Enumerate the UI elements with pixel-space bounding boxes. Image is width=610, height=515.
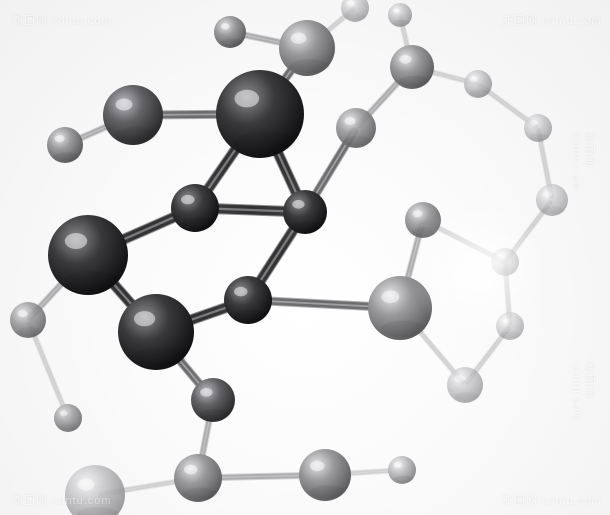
watermark-text: 新图网 ixintu.com bbox=[570, 132, 598, 192]
atom bbox=[214, 16, 246, 48]
watermark-text: 新图网 ixintu.com bbox=[570, 362, 598, 422]
atom bbox=[388, 3, 412, 27]
atom bbox=[48, 215, 128, 295]
atom bbox=[283, 190, 327, 234]
atom bbox=[536, 184, 568, 216]
atom bbox=[174, 454, 222, 502]
atom bbox=[299, 449, 351, 501]
atom bbox=[524, 114, 552, 142]
atom bbox=[336, 108, 376, 148]
atom bbox=[216, 70, 304, 158]
atom bbox=[224, 276, 272, 324]
atom bbox=[103, 85, 163, 145]
watermark-text: 新图网 ixintu.com bbox=[502, 492, 602, 508]
watermark-text: 新图网 ixintu.com bbox=[12, 12, 112, 28]
atom bbox=[388, 456, 416, 484]
atom bbox=[464, 70, 492, 98]
atom bbox=[118, 294, 194, 370]
atom bbox=[10, 302, 46, 338]
atom bbox=[47, 127, 83, 163]
atom bbox=[447, 367, 483, 403]
atom bbox=[171, 184, 219, 232]
bond-highlight bbox=[29, 323, 67, 415]
molecule-diagram bbox=[0, 0, 610, 515]
watermark-text: 新图网 ixintu.com bbox=[12, 492, 112, 508]
watermark-text: 新图网 ixintu.com bbox=[502, 12, 602, 28]
atom bbox=[191, 378, 235, 422]
atom bbox=[279, 20, 335, 76]
atom bbox=[390, 45, 434, 89]
atom bbox=[54, 404, 82, 432]
lens-flare bbox=[410, 200, 550, 340]
